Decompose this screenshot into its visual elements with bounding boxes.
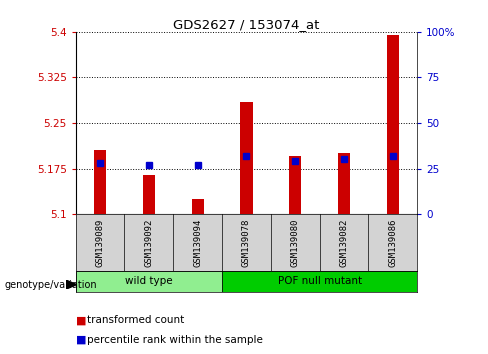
Text: genotype/variation: genotype/variation xyxy=(5,280,98,290)
Text: ■: ■ xyxy=(76,315,86,325)
Bar xyxy=(222,271,417,292)
Text: percentile rank within the sample: percentile rank within the sample xyxy=(87,335,263,345)
Title: GDS2627 / 153074_at: GDS2627 / 153074_at xyxy=(173,18,320,31)
Text: wild type: wild type xyxy=(125,276,173,286)
Text: ■: ■ xyxy=(76,335,86,345)
Bar xyxy=(94,150,106,214)
Text: GSM139078: GSM139078 xyxy=(242,218,251,267)
Bar xyxy=(387,35,399,214)
Bar xyxy=(192,199,204,214)
Bar xyxy=(143,175,155,214)
Bar xyxy=(241,102,253,214)
Text: GSM139089: GSM139089 xyxy=(96,218,104,267)
Text: GSM139092: GSM139092 xyxy=(144,218,153,267)
Polygon shape xyxy=(66,280,77,289)
Bar xyxy=(76,271,222,292)
Text: GSM139082: GSM139082 xyxy=(340,218,348,267)
Bar xyxy=(289,156,302,214)
Bar xyxy=(338,153,350,214)
Text: GSM139086: GSM139086 xyxy=(388,218,397,267)
Text: POF null mutant: POF null mutant xyxy=(278,276,362,286)
Text: GSM139080: GSM139080 xyxy=(291,218,300,267)
Text: GSM139094: GSM139094 xyxy=(193,218,202,267)
Text: transformed count: transformed count xyxy=(87,315,184,325)
